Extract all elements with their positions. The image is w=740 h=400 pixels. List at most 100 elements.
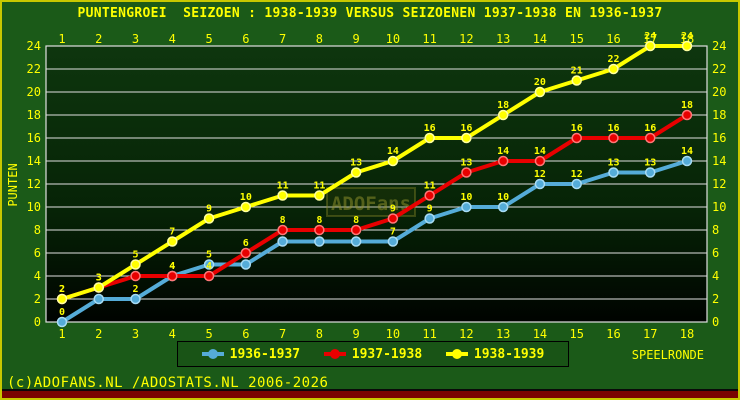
point-label: 16 [424,123,436,134]
legend: 1936-1937 1937-1938 1938-1939 [177,341,569,367]
data-point [534,178,546,190]
x-tick-top: 10 [386,32,400,46]
x-tick-bottom: 4 [169,327,176,341]
x-tick-bottom: 12 [459,327,473,341]
point-label: 2 [133,284,139,295]
x-tick-bottom: 8 [316,327,323,341]
legend-item-1936-1937: 1936-1937 [201,348,300,361]
y-axis-title: PUNTEN [6,163,20,206]
x-tick-top: 4 [169,32,176,46]
point-label: 14 [534,146,546,157]
x-tick-bottom: 7 [279,327,286,341]
x-tick-top: 11 [422,32,436,46]
data-point [424,190,435,201]
y-tick-left: 18 [27,108,41,122]
data-point [497,155,509,167]
x-tick-bottom: 1 [58,327,65,341]
y-tick-right: 22 [712,62,726,76]
watermark-box [326,187,416,217]
point-label: 11 [277,181,289,192]
x-tick-top: 2 [95,32,102,46]
point-label: 8 [353,215,359,226]
y-tick-right: 4 [712,269,719,283]
legend-marker-yellow-icon [445,349,468,359]
legend-label: 1938-1939 [473,346,545,362]
point-label: 12 [534,169,546,180]
point-label: 18 [681,100,693,111]
point-label: 4 [169,261,175,272]
x-tick-bottom: 16 [606,327,620,341]
point-label: 22 [607,54,619,65]
data-point [681,155,693,167]
series-1937-1938: 23444688891113141416161618 [56,100,693,305]
y-tick-right: 20 [712,85,726,99]
data-point [497,109,509,121]
point-label: 8 [280,215,286,226]
x-axis-title: SPEELRONDE [632,348,704,362]
point-label: 8 [316,215,322,226]
x-tick-bottom: 9 [353,327,360,341]
y-tick-left: 2 [34,292,41,306]
x-tick-top: 6 [242,32,249,46]
point-label: 6 [243,238,249,249]
x-tick-top: 14 [533,32,547,46]
x-tick-bottom: 2 [95,327,102,341]
data-point [461,201,472,213]
legend-marker-blue-icon [201,349,224,359]
data-point [277,236,288,247]
point-label: 20 [534,77,546,88]
data-point [681,40,693,52]
y-tick-left: 8 [34,223,41,237]
y-tick-right: 14 [712,154,726,168]
x-tick-top: 16 [606,32,620,46]
point-label: 9 [390,204,396,215]
y-tick-left: 6 [34,246,41,260]
data-point [93,282,105,293]
point-label: 16 [644,123,656,134]
point-label: 14 [387,146,399,157]
data-point [56,316,68,328]
data-point [314,224,325,236]
point-label: 10 [240,192,252,203]
x-tick-bottom: 15 [569,327,583,341]
point-label: 14 [681,146,693,157]
data-point [350,236,362,247]
point-label: 24 [644,31,656,42]
x-tick-bottom: 14 [533,327,547,341]
point-label: 4 [206,261,212,272]
data-point [277,190,288,201]
x-tick-top: 8 [316,32,323,46]
point-label: 18 [497,100,509,111]
data-point [277,224,288,236]
data-point [681,109,693,121]
plot-frame [45,45,708,323]
point-label: 24 [681,31,693,42]
point-label: 5 [206,250,212,261]
data-point [387,155,399,167]
data-point [571,75,582,86]
data-point [644,132,656,144]
x-tick-top: 3 [132,32,139,46]
x-tick-top: 15 [569,32,583,46]
watermark-text: ADOFans [331,193,411,215]
y-tick-left: 20 [27,85,41,99]
data-point [644,40,656,52]
data-point [424,213,435,224]
point-label: 11 [313,181,325,192]
data-point [167,270,178,282]
x-tick-bottom: 6 [242,327,249,341]
y-tick-left: 4 [34,269,41,283]
legend-item-1937-1938: 1937-1938 [323,348,422,361]
point-label: 9 [206,204,212,215]
y-tick-left: 14 [27,154,41,168]
y-tick-right: 6 [712,246,719,260]
data-point [644,167,656,178]
y-tick-left: 16 [27,131,41,145]
data-point [534,86,546,98]
data-point [240,247,252,259]
x-tick-top: 9 [353,32,360,46]
point-label: 7 [390,227,396,238]
point-label: 0 [59,307,65,318]
x-tick-bottom: 5 [205,327,212,341]
